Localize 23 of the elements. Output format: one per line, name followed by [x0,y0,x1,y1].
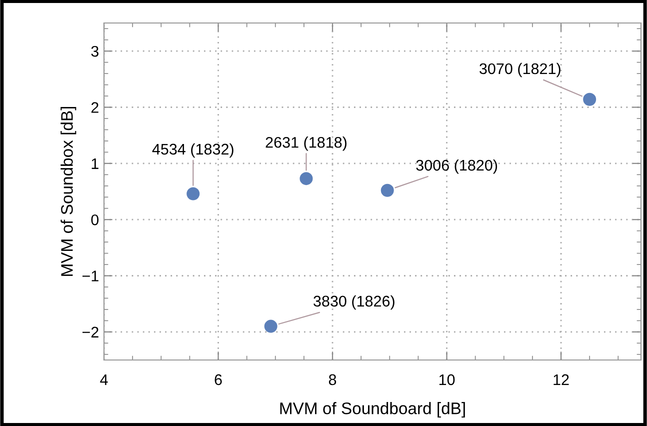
x-tick-label: 12 [554,374,569,385]
y-tick-label: −1 [82,270,98,282]
point [300,172,313,186]
y-tick-label: 2 [91,102,98,113]
annotation: 3006 (1820) [416,159,498,174]
annotation: 3830 (1826) [314,295,394,310]
point [186,187,200,200]
point [380,184,394,197]
x-tick-label: 10 [439,374,455,386]
annotation: 4534 (1832) [152,143,234,158]
point [583,92,596,106]
y-tick-label: 1 [92,158,98,169]
annotation: 2631 (1818) [266,136,346,151]
y-tick-label: 0 [91,214,99,226]
annotation: 3070 (1821) [480,62,560,78]
x-tick-label: 4 [100,374,108,385]
x-tick-label: 8 [328,374,336,386]
y-axis-title: MVM of Soundbox [dB] [60,106,76,276]
y-tick-label: 3 [91,46,98,57]
x-tick-label: 6 [214,374,222,386]
x-axis-title: MVM of Soundboard [dB] [280,402,465,418]
y-tick-label: −2 [82,326,98,338]
point [264,320,278,333]
